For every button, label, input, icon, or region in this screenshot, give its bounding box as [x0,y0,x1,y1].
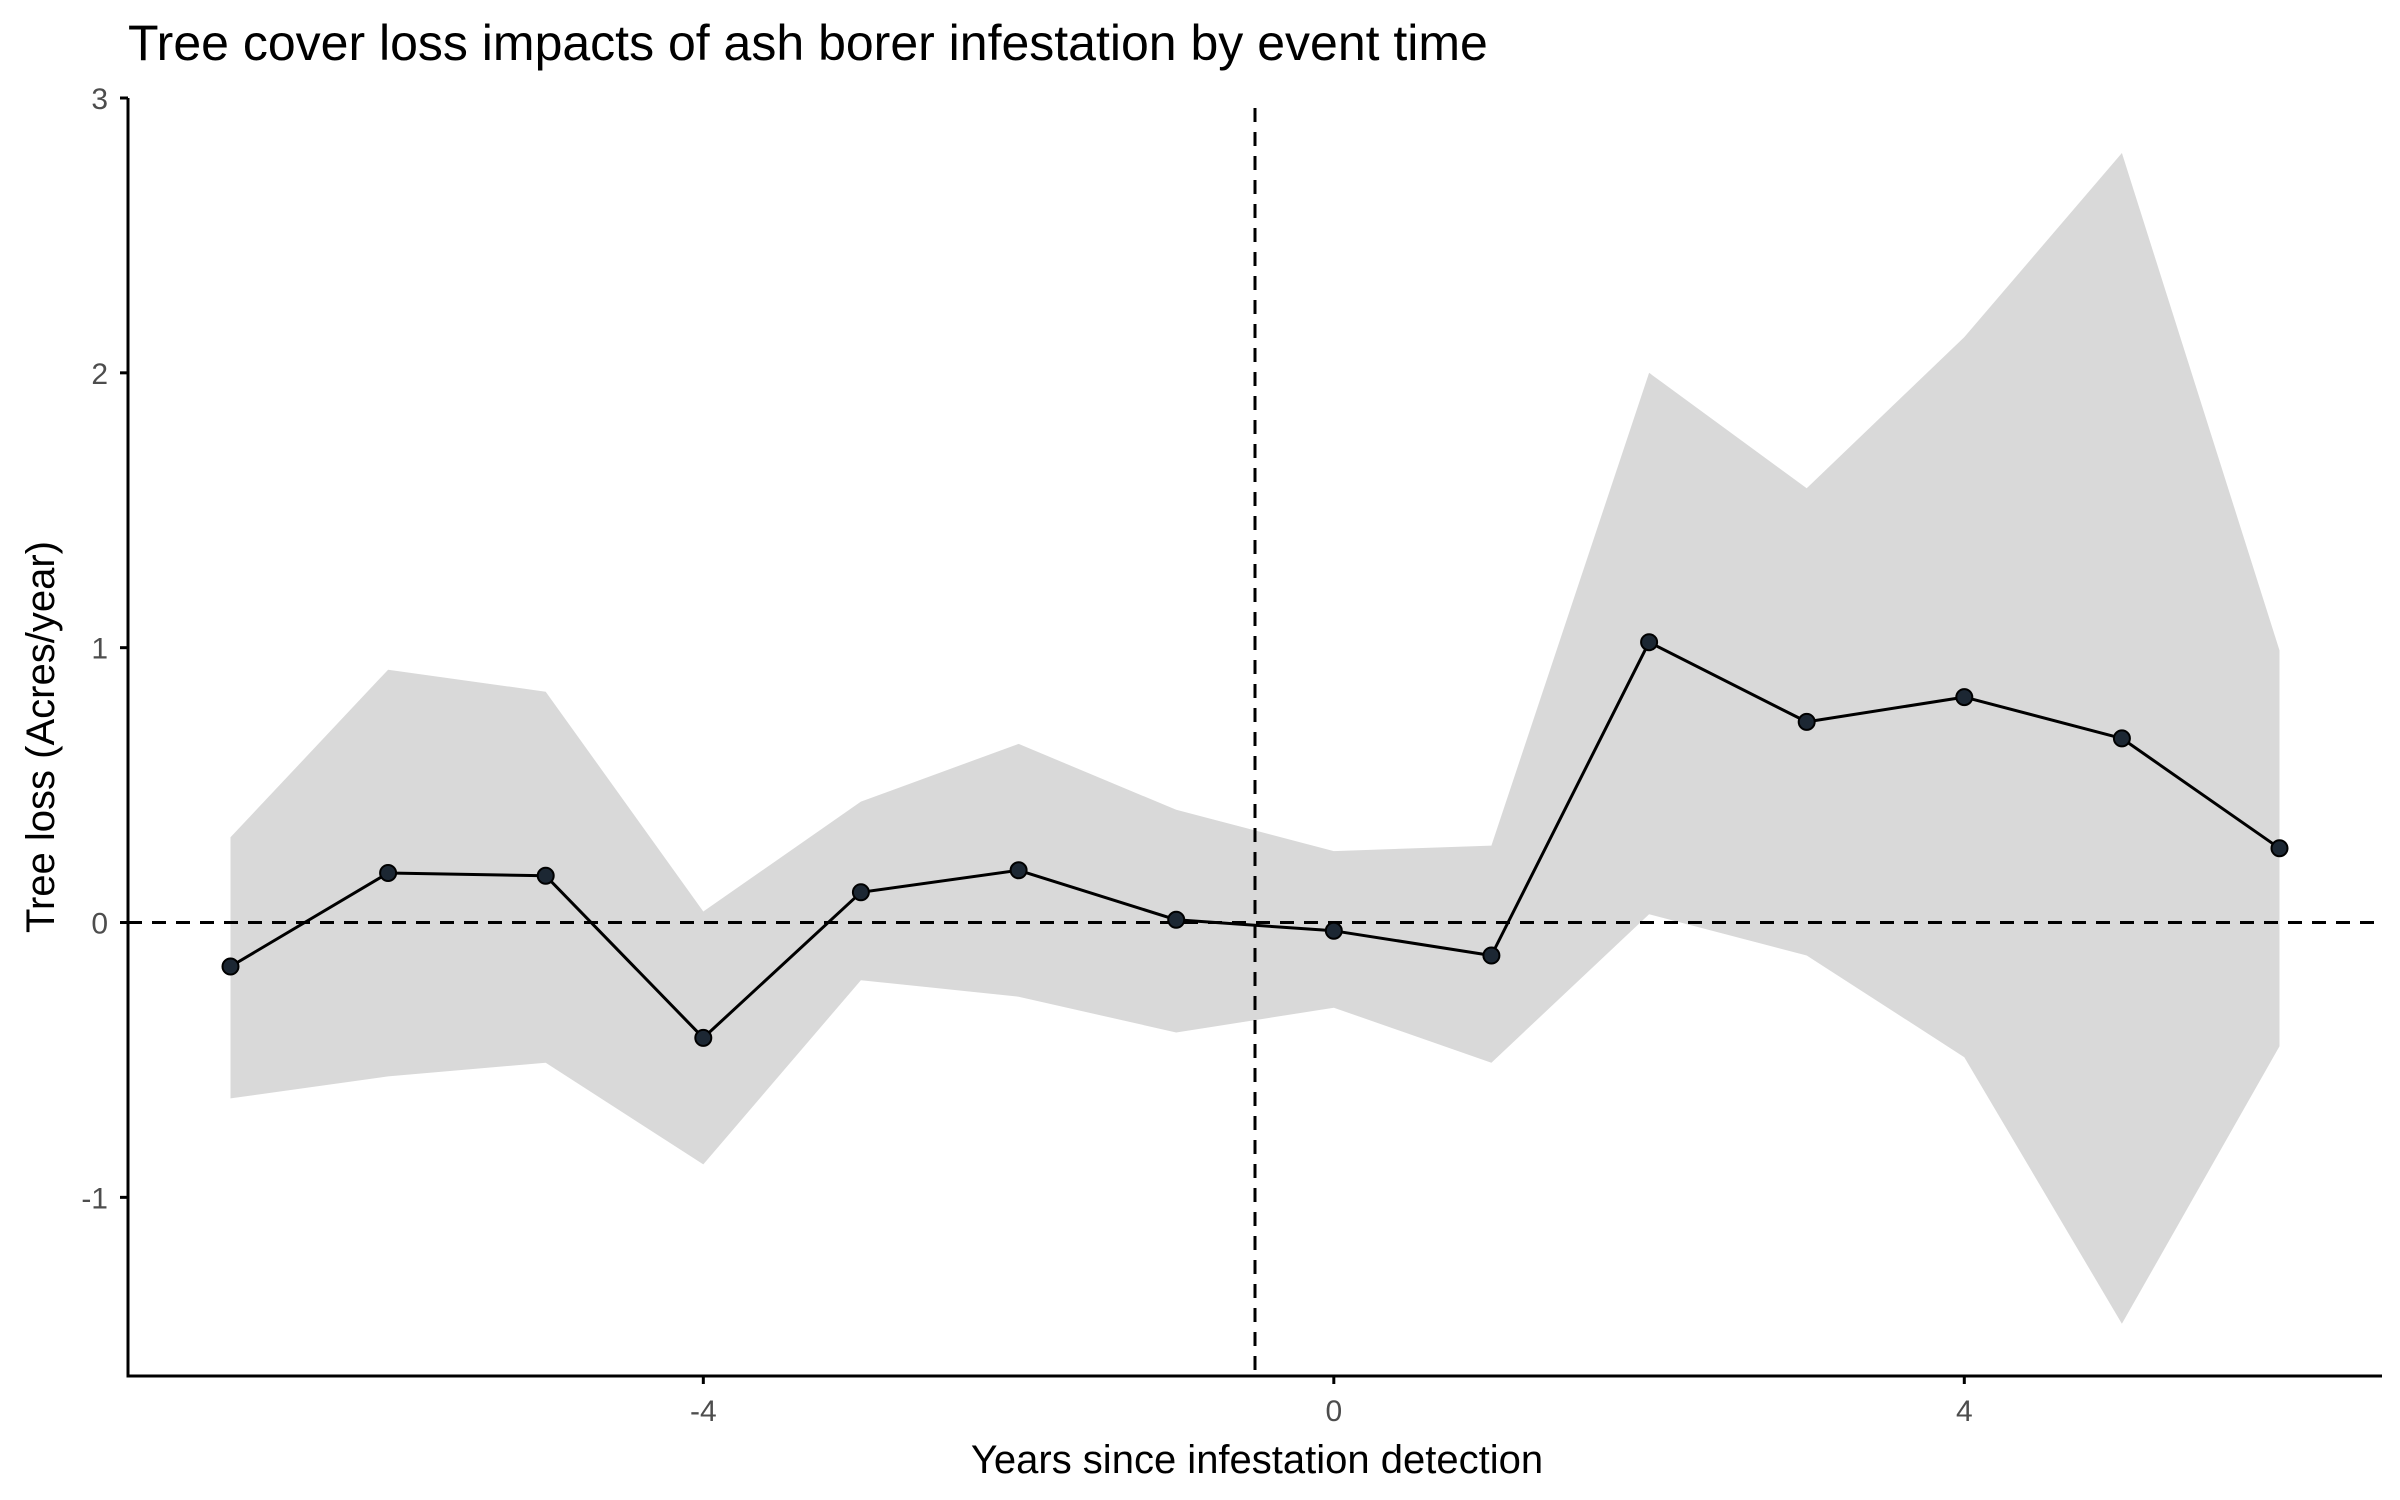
y-tick-label: 0 [91,908,108,941]
x-tick-label: 0 [1325,1395,1342,1428]
plot-area [128,108,2382,1376]
data-point [536,866,555,885]
data-point [1009,861,1028,880]
x-axis-ticks: -4 0 4 [690,1376,1973,1428]
y-axis-title: Tree loss (Acres/year) [19,541,63,933]
data-point [221,957,240,976]
x-tick-label: -4 [690,1395,717,1428]
data-point [1955,688,1974,707]
y-tick-label: 3 [91,83,108,116]
data-point [1640,633,1659,652]
data-point [1324,921,1343,940]
estimate-line [229,640,2281,1040]
data-point [694,1028,713,1047]
y-tick-label: 2 [91,358,108,391]
x-axis-title: Years since infestation detection [971,1438,1543,1482]
data-point [1167,910,1186,929]
confidence-band [230,153,2280,1324]
data-point [1482,946,1501,965]
data-point [851,883,870,902]
data-point [2270,839,2289,858]
data-point [1797,712,1816,731]
chart-title: Tree cover loss impacts of ash borer inf… [128,15,1488,71]
data-point [2112,729,2131,748]
data-point [379,864,398,882]
x-tick-label: 4 [1956,1395,1973,1428]
y-tick-label: 1 [91,633,108,666]
y-tick-label: -1 [81,1182,108,1215]
y-axis-ticks: -1 0 1 2 3 [81,83,128,1215]
